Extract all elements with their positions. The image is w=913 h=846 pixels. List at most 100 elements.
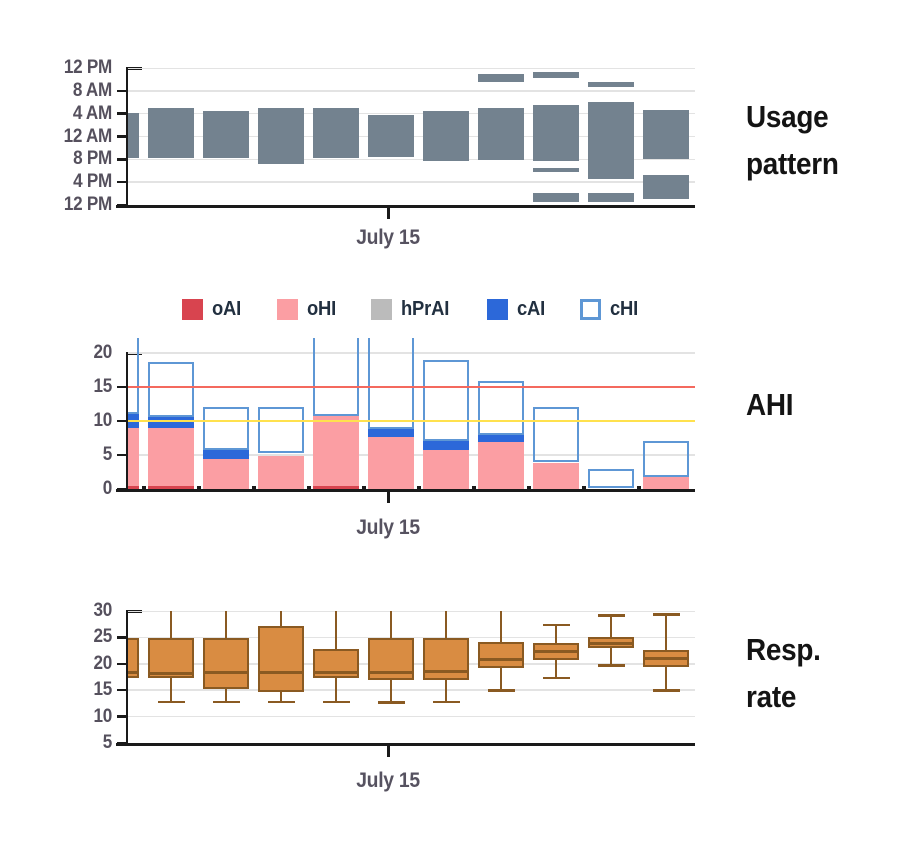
resp-box — [478, 642, 524, 668]
usage-y-tick-label: 8 AM — [72, 79, 112, 101]
resp-rate-title: Resp. rate — [746, 632, 821, 714]
usage-bar-segment — [533, 193, 579, 203]
resp-x-date-tick — [387, 745, 390, 757]
resp-whisker-cap-bottom — [432, 700, 460, 704]
resp-rate-plot — [128, 611, 695, 743]
resp-median-line — [535, 649, 577, 653]
usage-gridline — [128, 158, 695, 161]
usage-y-tick — [116, 89, 126, 93]
ahi-y-tick-label: 20 — [93, 342, 113, 363]
usage-y-tick-label: 4 PM — [73, 171, 112, 193]
ahi-ohi-segment — [533, 463, 579, 489]
ahi-chi-outline-box — [478, 380, 524, 435]
legend-item-cHI: cHI — [580, 298, 641, 321]
usage-x-date-tick — [387, 207, 390, 219]
resp-x-axis — [116, 743, 695, 746]
usage-bar-segment — [533, 71, 579, 79]
usage-y-tick-label: 8 PM — [73, 148, 112, 170]
legend-label: oAI — [212, 297, 242, 320]
ahi-cai-segment — [478, 434, 524, 443]
usage-y-tick — [116, 135, 126, 138]
resp-median-line — [150, 671, 192, 675]
resp-box — [203, 638, 249, 690]
resp-y-tick-label: 15 — [93, 679, 113, 701]
ahi-chi-outline-box — [148, 361, 194, 417]
legend-item-cAI: cAI — [486, 297, 548, 321]
ahi-ohi-segment — [128, 428, 139, 487]
legend-item-oAI: oAI — [182, 298, 244, 321]
usage-bar-segment — [203, 110, 249, 159]
ahi-y-tick — [116, 453, 126, 457]
resp-gridline — [128, 636, 695, 639]
ahi-ohi-segment — [478, 442, 524, 489]
usage-y-tick-label: 12 AM — [63, 125, 113, 147]
usage-bar-segment — [478, 74, 524, 83]
usage-bar-segment — [588, 102, 634, 179]
usage-y-tick — [116, 112, 126, 115]
resp-median-line — [370, 670, 412, 674]
usage-bar-segment — [128, 113, 139, 159]
ahi-chi-outline-box — [423, 360, 469, 442]
resp-whisker-cap-bottom — [157, 700, 185, 704]
usage-pattern-title: Usage pattern — [746, 99, 839, 181]
legend-label: hPrAI — [401, 297, 450, 320]
usage-bar-segment — [588, 193, 634, 203]
ahi-chi-outline-box — [588, 469, 634, 488]
resp-median-line — [425, 670, 467, 674]
resp-y-tick — [116, 688, 126, 692]
ahi-y-tick-label: 15 — [93, 376, 113, 397]
resp-y-tick — [116, 662, 126, 666]
usage-bar-segment — [313, 107, 359, 159]
resp-median-line — [315, 671, 357, 675]
usage-bar-segment — [368, 114, 414, 158]
legend-item-oHI: oHI — [276, 298, 339, 321]
ahi-cai-segment — [423, 441, 469, 450]
resp-y-tick-label: 25 — [93, 626, 113, 648]
resp-whisker-cap-bottom — [487, 689, 515, 692]
legend-label: cHI — [610, 297, 639, 320]
resp-box — [423, 637, 469, 680]
usage-gridline — [128, 90, 695, 92]
ahi-chi-outline-box — [533, 407, 579, 462]
usage-bar-segment — [643, 110, 689, 160]
ahi-x-date-tick — [387, 491, 390, 503]
resp-whisker-cap-top — [597, 614, 625, 617]
ahi-title: AHI — [746, 387, 794, 422]
resp-y-tick-label: 20 — [93, 652, 113, 674]
ahi-ohi-segment — [643, 477, 689, 489]
ahi-gridline — [128, 352, 695, 354]
ahi-chi-outline-box — [643, 441, 689, 478]
legend-swatch-oAI — [182, 298, 204, 320]
ahi-chi-outline-box — [368, 338, 414, 430]
legend-item-hPrAI: hPrAI — [371, 298, 453, 321]
usage-bar-segment — [588, 82, 634, 87]
resp-median-line — [128, 671, 137, 675]
resp-gridline — [128, 689, 695, 691]
ahi-y-tick-label: 5 — [102, 444, 113, 465]
legend-label: cAI — [516, 297, 545, 320]
resp-box — [368, 637, 414, 681]
resp-whisker-cap-bottom — [652, 689, 680, 692]
ahi-reference-line — [128, 419, 695, 423]
resp-median-line — [645, 657, 687, 661]
resp-median-line — [480, 657, 522, 661]
legend-swatch-hPrAI — [371, 298, 393, 320]
ahi-chi-outline-box — [203, 406, 249, 451]
ahi-ohi-segment — [258, 456, 304, 489]
usage-pattern-plot — [128, 68, 695, 205]
ahi-plot — [128, 338, 695, 489]
usage-x-tick-label: July 15 — [356, 226, 420, 249]
ahi-y-tick-label: 0 — [102, 478, 113, 499]
usage-y-tick-label: 4 AM — [72, 102, 112, 124]
usage-y-tick — [116, 180, 126, 184]
ahi-cai-segment — [148, 416, 194, 429]
resp-y-tick — [116, 715, 126, 718]
resp-y-tick-label: 30 — [93, 600, 113, 621]
resp-median-line — [205, 670, 247, 674]
resp-rate-x-tick-label: July 15 — [356, 769, 420, 792]
ahi-y-tick — [116, 419, 126, 423]
usage-x-axis — [116, 205, 695, 208]
resp-whisker-cap-bottom — [267, 700, 295, 704]
ahi-cai-segment — [203, 450, 249, 460]
